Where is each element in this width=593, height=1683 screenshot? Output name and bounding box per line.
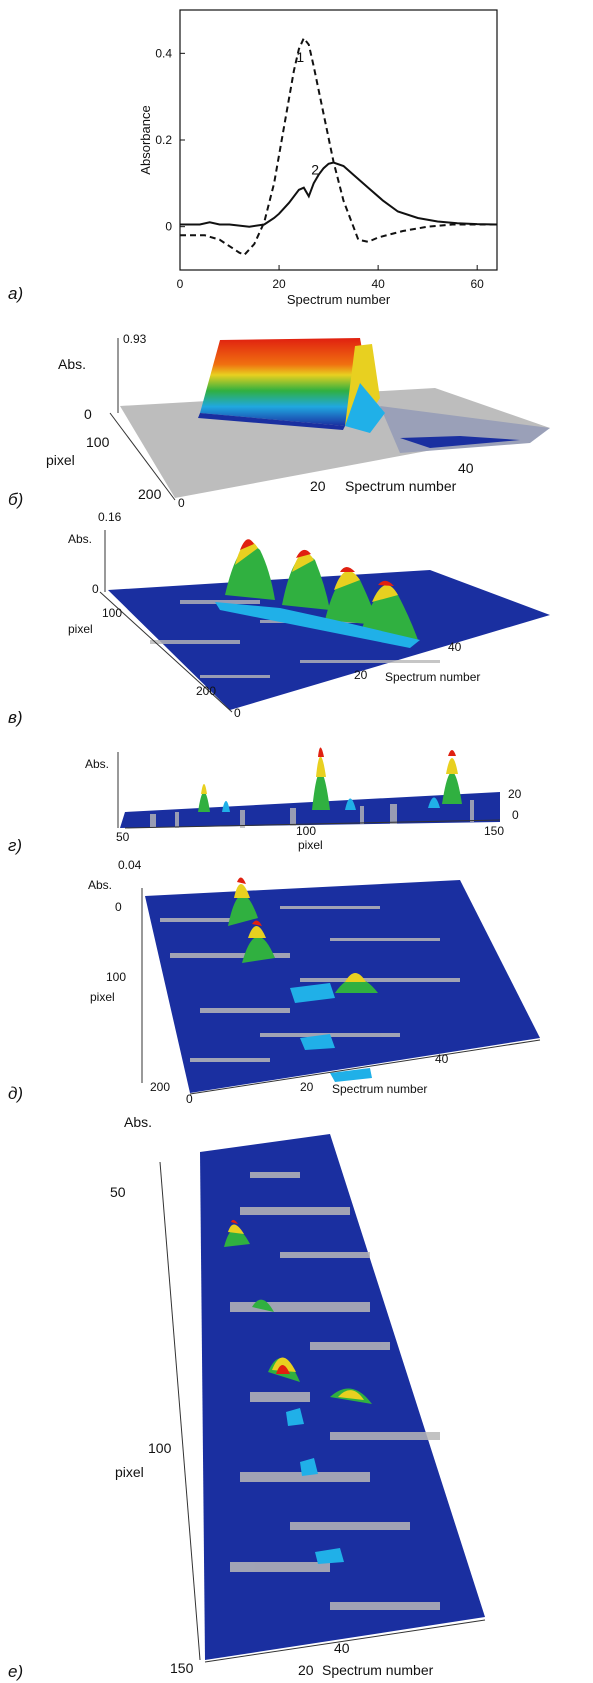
peaks-c (215, 539, 420, 648)
surface-plot-b (109, 338, 550, 501)
zmax-label-e: 0.04 (118, 858, 142, 872)
pixel-label-f: pixel (115, 1464, 144, 1480)
s40-label-f: 40 (334, 1640, 350, 1656)
surface-plot-f (159, 1134, 486, 1663)
panel-a: 0 20 40 60 0 0.2 0.4 Spectrum number Absorbance 1… (0, 0, 593, 320)
p50-label-f: 50 (110, 1184, 126, 1200)
panel-d: Abs. 20 0 50 100 pixel 150 г) (0, 732, 593, 855)
spectrum-label-f: Spectrum number (322, 1662, 434, 1678)
s0-label-c: 0 (234, 706, 241, 720)
x-tick-label: 0 (177, 277, 184, 291)
p150-label-d: 150 (484, 824, 505, 838)
abs-label-e: Abs. (88, 878, 113, 892)
abs-label-b: Abs. (58, 356, 87, 372)
y-axis-label: Absorbance (138, 105, 153, 174)
zmax-label-c: 0.16 (98, 510, 122, 524)
p100-label-f: 100 (148, 1440, 172, 1456)
pixel-label-c: pixel (68, 622, 93, 636)
s20-label-f: 20 (298, 1662, 314, 1678)
absorbance-line-chart: 0 20 40 60 0 0.2 0.4 Spectrum number Absorbance 1… (138, 9, 498, 307)
p200-label-e: 200 (150, 1080, 171, 1094)
pixel-label-d: pixel (298, 838, 323, 852)
p100-label-b: 100 (86, 434, 110, 450)
p150-label-f: 150 (170, 1660, 194, 1676)
p50-label-d: 50 (116, 830, 130, 844)
s40-label-c: 40 (448, 640, 462, 654)
panel-letter-a: a) (8, 284, 24, 303)
x-tick-label: 60 (471, 277, 485, 291)
panel-c: 0.16 Abs. 0 100 pixel 200 0 20 40 Spectr… (0, 510, 593, 727)
x-tick-label: 40 (371, 277, 385, 291)
s20-label-c: 20 (354, 668, 368, 682)
p100-label-e: 100 (106, 970, 127, 984)
series-1-line (180, 36, 497, 256)
s0-label-d: 0 (512, 808, 519, 822)
spectrum-label-e: Spectrum number (332, 1082, 428, 1096)
pixel-label-b: pixel (46, 452, 75, 468)
curve-2-annotation: 2 (311, 162, 319, 178)
spectrum-label-b: Spectrum number (345, 478, 457, 494)
s40-label-e: 40 (435, 1052, 449, 1066)
p100-label-c: 100 (102, 606, 123, 620)
p200-label-b: 200 (138, 486, 162, 502)
x-tick-label: 20 (272, 277, 286, 291)
peaks-f (224, 1219, 372, 1564)
panel-b: 0.93 Abs. 0 100 pixel 200 0 20 40 Spectr… (0, 318, 593, 510)
panel-letter-f: е) (8, 1662, 24, 1681)
panel-letter-c: в) (8, 708, 23, 727)
x-axis-label: Spectrum number (287, 292, 391, 307)
zmax-label-b: 0.93 (123, 332, 147, 346)
zero-label-c: 0 (92, 582, 99, 596)
surface-plot-e (141, 877, 541, 1095)
abs-label-c: Abs. (68, 532, 93, 546)
p100-label-d: 100 (296, 824, 317, 838)
s20-label-d: 20 (508, 787, 522, 801)
abs-label-f: Abs. (124, 1114, 153, 1130)
panel-letter-d: г) (8, 836, 23, 855)
s0-label-b: 0 (178, 496, 185, 510)
pixel-label-e: pixel (90, 990, 115, 1004)
s20-label-b: 20 (310, 478, 326, 494)
panel-f: Abs. 50 100 pixel 150 40 20 Spectrum num… (0, 1112, 593, 1683)
panel-e: 0.04 Abs. 0 100 pixel 200 0 20 40 Spectr… (0, 858, 593, 1106)
base-plane-d (120, 792, 500, 828)
s40-label-b: 40 (458, 460, 474, 476)
zero-label-b: 0 (84, 406, 92, 422)
s0-label-e: 0 (186, 1092, 193, 1106)
p200-label-c: 200 (196, 684, 217, 698)
surface-plot-d (117, 747, 501, 829)
surface-plot-c (99, 530, 550, 713)
peaks-d (198, 747, 462, 812)
s20-label-e: 20 (300, 1080, 314, 1094)
peaks-e (228, 877, 378, 1082)
abs-label-d: Abs. (85, 757, 110, 771)
panel-letter-e: д) (8, 1084, 24, 1103)
plateau-b (200, 338, 365, 426)
spectrum-label-c: Spectrum number (385, 670, 481, 684)
zero-label-e: 0 (115, 900, 122, 914)
panel-letter-b: б) (8, 490, 24, 509)
y-tick-label: 0 (165, 220, 172, 234)
y-tick-label: 0.2 (155, 133, 172, 147)
plot-frame (179, 9, 498, 271)
y-tick-label: 0.4 (155, 46, 172, 60)
series-2-line (180, 161, 498, 228)
curve-1-annotation: 1 (296, 49, 304, 65)
